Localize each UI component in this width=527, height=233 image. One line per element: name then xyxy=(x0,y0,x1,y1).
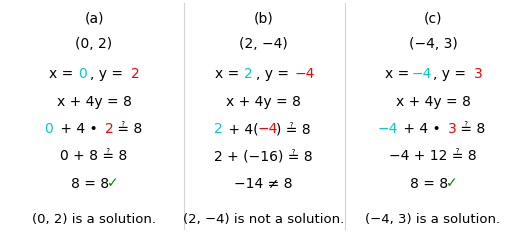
Text: + 4(: + 4( xyxy=(223,122,258,136)
Text: x + 4y = 8: x + 4y = 8 xyxy=(396,95,471,109)
Text: (−4, 3): (−4, 3) xyxy=(408,37,457,51)
Text: −4: −4 xyxy=(295,67,315,81)
Text: + 4 •: + 4 • xyxy=(56,122,102,136)
Text: −4: −4 xyxy=(412,67,432,81)
Text: (−4, 3) is a solution.: (−4, 3) is a solution. xyxy=(365,213,501,226)
Text: x + 4y = 8: x + 4y = 8 xyxy=(226,95,301,109)
Text: 0: 0 xyxy=(79,67,87,81)
Text: 3: 3 xyxy=(474,67,483,81)
Text: ✓: ✓ xyxy=(107,177,119,191)
Text: + 4 •: + 4 • xyxy=(398,122,445,136)
Text: ) ≟ 8: ) ≟ 8 xyxy=(277,122,311,136)
Text: , y =: , y = xyxy=(433,67,471,81)
Text: (c): (c) xyxy=(424,12,442,26)
Text: (0, 2) is a solution.: (0, 2) is a solution. xyxy=(32,213,156,226)
Text: 8 = 8: 8 = 8 xyxy=(410,177,448,191)
Text: 3: 3 xyxy=(447,122,456,136)
Text: x + 4y = 8: x + 4y = 8 xyxy=(56,95,131,109)
Text: (2, −4) is not a solution.: (2, −4) is not a solution. xyxy=(183,213,344,226)
Text: 2 + (−16) ≟ 8: 2 + (−16) ≟ 8 xyxy=(214,149,313,163)
Text: (a): (a) xyxy=(84,12,104,26)
Text: x =: x = xyxy=(50,67,78,81)
Text: (b): (b) xyxy=(253,12,274,26)
Text: 2: 2 xyxy=(131,67,140,81)
Text: x =: x = xyxy=(385,67,413,81)
Text: −14 ≠ 8: −14 ≠ 8 xyxy=(234,177,293,191)
Text: (2, −4): (2, −4) xyxy=(239,37,288,51)
Text: −4 + 12 ≟ 8: −4 + 12 ≟ 8 xyxy=(389,149,477,163)
Text: , y =: , y = xyxy=(256,67,294,81)
Text: , y =: , y = xyxy=(91,67,128,81)
Text: ≟ 8: ≟ 8 xyxy=(456,122,485,136)
Text: 8 = 8: 8 = 8 xyxy=(71,177,109,191)
Text: 2: 2 xyxy=(105,122,113,136)
Text: 2: 2 xyxy=(244,67,253,81)
Text: 2: 2 xyxy=(214,122,222,136)
Text: x =: x = xyxy=(215,67,244,81)
Text: (0, 2): (0, 2) xyxy=(75,37,113,51)
Text: −4: −4 xyxy=(257,122,278,136)
Text: 0: 0 xyxy=(44,122,53,136)
Text: ≟ 8: ≟ 8 xyxy=(113,122,143,136)
Text: 0 + 8 ≟ 8: 0 + 8 ≟ 8 xyxy=(61,149,128,163)
Text: ✓: ✓ xyxy=(446,177,457,191)
Text: −4: −4 xyxy=(377,122,398,136)
